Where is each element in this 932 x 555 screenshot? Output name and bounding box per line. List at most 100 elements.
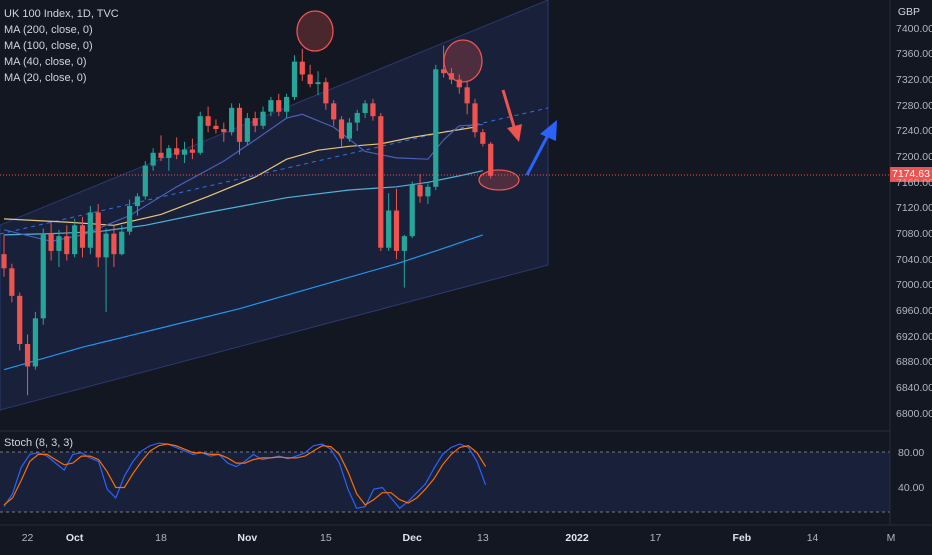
price-tick-label: 7080.00 [896, 227, 932, 240]
price-tick-label: 6920.00 [896, 330, 932, 343]
candle-body [181, 149, 188, 155]
candle-body [119, 231, 125, 255]
candle-body [291, 61, 298, 97]
candle-body [111, 233, 117, 255]
candle-body [464, 87, 470, 104]
candle-body [56, 236, 62, 251]
candle-body [448, 73, 455, 80]
price-tick-label: 7360.00 [896, 48, 932, 61]
price-tick-label: 7120.00 [896, 202, 932, 215]
candle-body [433, 69, 439, 187]
candle-body [354, 112, 360, 123]
candle-body [346, 122, 352, 139]
candle-body [221, 129, 227, 133]
ma40-legend[interactable]: MA (40, close, 0) [4, 56, 87, 68]
instrument-title[interactable]: UK 100 Index, 1D, TVC [4, 8, 119, 20]
price-tick-label: 6880.00 [896, 356, 932, 369]
candle-body [456, 79, 462, 88]
candle-body [197, 116, 203, 153]
candle-body [480, 132, 486, 144]
candle-body [72, 225, 78, 255]
indicator-legend: UK 100 Index, 1D, TVC MA (200, close, 0)… [4, 6, 119, 86]
time-tick-label: 2022 [565, 532, 589, 544]
time-tick-label: 18 [155, 532, 167, 544]
top-circle-2 [443, 39, 483, 83]
candle-body [127, 206, 133, 232]
ma20-legend[interactable]: MA (20, close, 0) [4, 72, 87, 84]
last-price-tag: 7174.63 [890, 167, 932, 182]
price-tick-label: 7400.00 [896, 22, 932, 35]
candle-body [268, 100, 274, 112]
candle-body [409, 184, 415, 237]
candle-body [260, 111, 266, 126]
price-tick-label: 7320.00 [896, 73, 932, 86]
down-arrow [501, 89, 522, 142]
candle-body [338, 119, 345, 139]
ma200-legend[interactable]: MA (200, close, 0) [4, 24, 93, 36]
currency-label: GBP [897, 6, 920, 18]
price-tick-label: 7200.00 [896, 150, 932, 163]
candle-body [17, 295, 23, 344]
time-tick-label: Feb [732, 532, 752, 544]
candle-body [378, 116, 384, 248]
up-arrow [525, 120, 557, 176]
candle-body [95, 212, 101, 258]
candle-body [166, 148, 172, 158]
candle-body [205, 116, 211, 126]
candle-body [244, 118, 250, 142]
candle-body [142, 165, 148, 197]
time-tick-label: Dec [402, 532, 422, 544]
channel-midline [0, 107, 549, 235]
candle-body [24, 343, 31, 367]
candle-body [393, 210, 400, 251]
candle-body [315, 82, 321, 85]
price-tick-label: 6960.00 [896, 304, 932, 317]
support-ellipse [478, 169, 520, 191]
candle-body [64, 236, 70, 255]
price-tick-label: 7280.00 [896, 99, 932, 112]
time-tick-label: 14 [806, 532, 819, 544]
price-tick-label: 6800.00 [896, 407, 932, 420]
ma100-legend[interactable]: MA (100, close, 0) [4, 40, 93, 52]
time-tick-label: 17 [649, 532, 662, 544]
candle-body [441, 69, 447, 74]
candle-body [252, 118, 258, 126]
candle-body [323, 82, 329, 104]
candle-body [401, 236, 407, 251]
candle-body [299, 61, 305, 75]
price-tick-label: 7040.00 [896, 253, 932, 266]
candle-body [213, 125, 219, 130]
stoch-legend[interactable]: Stoch (8, 3, 3) [4, 437, 74, 449]
candle-body [1, 254, 7, 269]
candle-body [134, 196, 141, 207]
time-tick-label: 15 [320, 532, 332, 544]
candle-body [307, 74, 313, 85]
candle-body [284, 96, 290, 112]
candle-body [103, 233, 109, 258]
candle-body [425, 186, 431, 197]
candle-body [472, 103, 478, 133]
candle-body [386, 210, 392, 248]
candle-body [189, 149, 195, 153]
top-circle-1 [296, 10, 334, 52]
time-tick-label: 22 [21, 532, 34, 544]
time-tick-label: 13 [477, 532, 489, 544]
candle-body [87, 212, 93, 248]
price-tick-label: 6840.00 [896, 381, 932, 394]
price-tick-label: 7160.00 [896, 176, 932, 189]
candle-body [48, 233, 54, 251]
stoch-tick-label: 40.00 [898, 482, 925, 495]
candle-body [174, 148, 180, 155]
candle-body [150, 152, 156, 166]
candle-body [79, 225, 86, 248]
candle-body [158, 152, 164, 158]
parallel-channel [0, 0, 549, 411]
time-tick-label: Nov [237, 532, 258, 544]
candle-body [488, 143, 494, 176]
time-tick-label: M [886, 532, 896, 544]
candle-body [32, 318, 38, 367]
price-tick-label: 7000.00 [896, 279, 932, 292]
candle-body [276, 100, 282, 112]
